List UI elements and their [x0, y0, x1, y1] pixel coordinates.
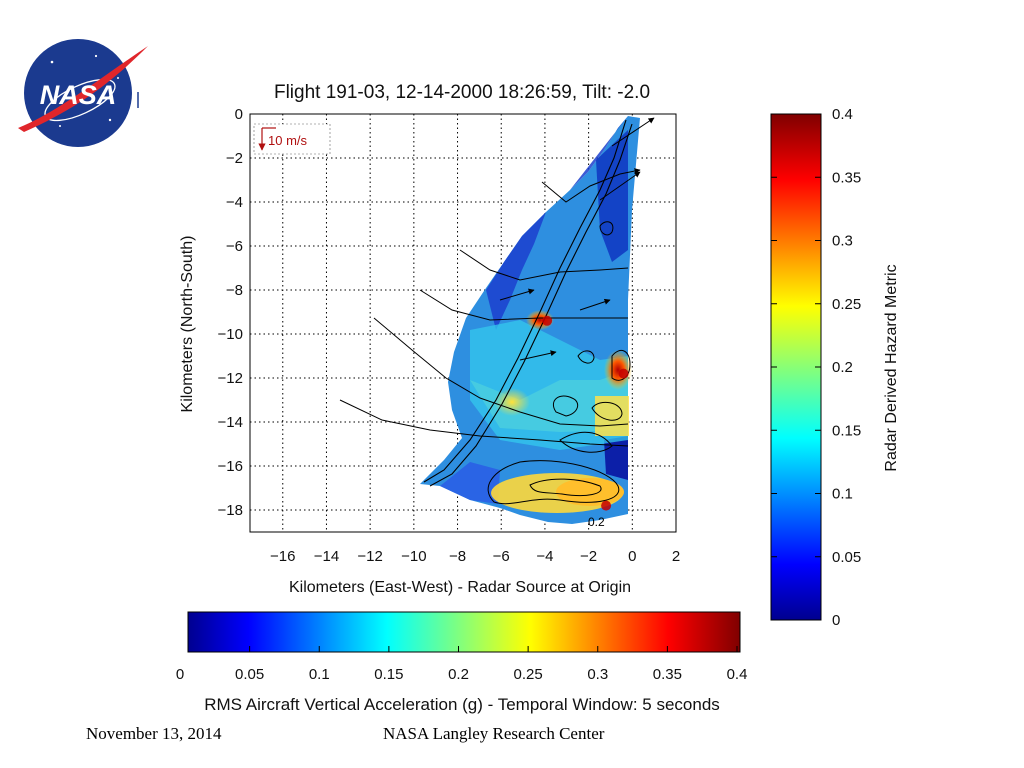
wind-reference-label: 10 m/s [268, 133, 308, 148]
x-tick-label: −12 [357, 548, 382, 565]
hotspot-point [542, 315, 553, 326]
hazard-colorbar-tick-label: 0.35 [832, 169, 861, 186]
y-tick-label: −18 [218, 502, 243, 519]
y-axis-label: Kilometers (North-South) [179, 236, 196, 413]
nasa-logo-text: NASA [40, 80, 117, 110]
hazard-colorbar-tick-label: 0.1 [832, 486, 853, 503]
acceleration-colorbar-ticks: 0 0.05 0.1 0.15 0.2 0.25 0.3 0.35 0.4 [176, 646, 748, 683]
wind-reference: 10 m/s [253, 123, 331, 155]
y-tick-label: −6 [226, 238, 243, 255]
chart-title: Flight 191-03, 12-14-2000 18:26:59, Tilt… [274, 82, 650, 103]
hazard-colorbar-label: Radar Derived Hazard Metric [883, 264, 900, 471]
nasa-logo-stars [42, 54, 119, 127]
wind-vectors [339, 117, 655, 447]
y-tick-label: −8 [226, 282, 243, 299]
x-tick-labels: −16 −14 −12 −10 −8 −6 −4 −2 0 2 [270, 548, 680, 565]
flight-track-left [423, 119, 627, 483]
acceleration-colorbar-tick-label: 0.15 [374, 666, 403, 683]
y-tick-labels: 0 −2 −4 −6 −8 −10 −12 −14 −16 −18 [218, 106, 243, 519]
hotspot-point [601, 500, 612, 511]
acceleration-colorbar-tick-label: 0.35 [653, 666, 682, 683]
x-tick-label: −16 [270, 548, 295, 565]
hazard-colorbar-tick-label: 0.2 [832, 359, 853, 376]
x-tick-label: −10 [401, 548, 426, 565]
hazard-colorbar-tick-label: 0 [832, 612, 840, 629]
hotspot-marks [542, 315, 629, 511]
hazard-colorbar: 0.4 0.35 0.3 0.25 0.2 0.15 0.1 0.05 0 Radar Deri… [770, 106, 900, 629]
hazard-colorbar-tick-label: 0.4 [832, 106, 853, 123]
y-tick-label: −4 [226, 194, 243, 211]
hazard-colorbar-tick-label: 0.3 [832, 233, 853, 250]
acceleration-colorbar-tick-label: 0.25 [514, 666, 543, 683]
acceleration-colorbar-tick-label: 0 [176, 666, 184, 683]
acceleration-colorbar-tick-label: 0.05 [235, 666, 264, 683]
hazard-colorbar-ticks: 0.4 0.35 0.3 0.25 0.2 0.15 0.1 0.05 0 [771, 106, 861, 629]
acceleration-colorbar: 0 0.05 0.1 0.15 0.2 0.25 0.3 0.35 0.4 RMS Aircra… [176, 611, 748, 714]
y-tick-label: −14 [218, 414, 243, 431]
footer-center: NASA Langley Research Center [383, 724, 605, 743]
hazard-colorbar-tick-label: 0.25 [832, 296, 861, 313]
x-tick-label: 0 [628, 548, 636, 565]
contour-label: 0.2 [588, 515, 605, 529]
x-tick-label: −4 [536, 548, 553, 565]
x-axis-label: Kilometers (East-West) - Radar Source at… [289, 579, 631, 596]
hazard-contours [487, 221, 631, 505]
radar-field [420, 116, 640, 524]
footer-date: November 13, 2014 [86, 724, 222, 743]
acceleration-colorbar-tick-label: 0.1 [309, 666, 330, 683]
hazard-colorbar-gradient [770, 113, 822, 621]
y-tick-label: −10 [218, 326, 243, 343]
y-tick-label: −2 [226, 150, 243, 167]
x-tick-label: 2 [672, 548, 680, 565]
y-tick-label: −12 [218, 370, 243, 387]
x-tick-label: −6 [493, 548, 510, 565]
y-tick-label: 0 [235, 106, 243, 123]
nasa-logo-swoosh [18, 46, 148, 132]
hazard-colorbar-tick-label: 0.15 [832, 422, 861, 439]
acceleration-colorbar-tick-label: 0.4 [727, 666, 748, 683]
hotspot-point [618, 368, 629, 379]
nasa-logo: NASA [18, 39, 148, 147]
x-tick-label: −14 [314, 548, 339, 565]
radar-chart: Flight 191-03, 12-14-2000 18:26:59, Tilt… [179, 82, 680, 596]
x-tick-label: −8 [449, 548, 466, 565]
hazard-colorbar-tick-label: 0.05 [832, 549, 861, 566]
y-tick-label: −16 [218, 458, 243, 475]
acceleration-colorbar-tick-label: 0.3 [587, 666, 608, 683]
acceleration-colorbar-label: RMS Aircraft Vertical Acceleration (g) -… [204, 695, 720, 714]
acceleration-colorbar-gradient [187, 611, 741, 653]
acceleration-colorbar-tick-label: 0.2 [448, 666, 469, 683]
x-tick-label: −2 [580, 548, 597, 565]
